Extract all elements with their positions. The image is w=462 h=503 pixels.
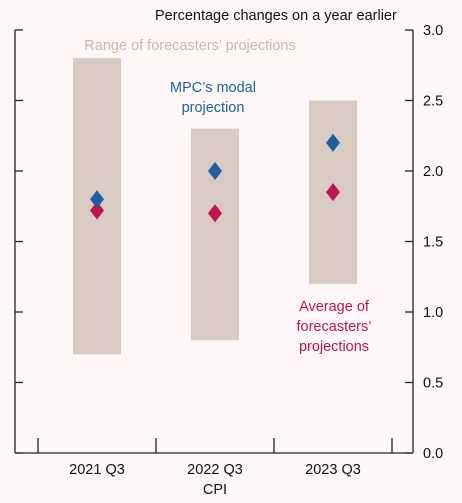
y-tick-label-5: 2.5 bbox=[423, 94, 443, 110]
modal-point-0 bbox=[90, 190, 104, 209]
y-tick-label-0: 0.0 bbox=[423, 446, 443, 462]
modal-point-1 bbox=[208, 162, 222, 180]
points bbox=[90, 133, 340, 223]
modal-legend-label-1: projection bbox=[182, 100, 245, 116]
labels: Range of forecasters’ projections MPC’s m… bbox=[84, 38, 371, 355]
y-tick-label-2: 1.0 bbox=[423, 305, 443, 321]
modal-point-2 bbox=[326, 133, 340, 152]
x-category-label-0: 2021 Q3 bbox=[69, 462, 125, 478]
y-tick-label-6: 3.0 bbox=[423, 23, 443, 39]
average-legend-label-1: forecasters’ bbox=[297, 319, 372, 335]
average-legend-label-0: Average of bbox=[299, 299, 370, 315]
axes: 0.0 0.5 1.0 1.5 2.0 2.5 3.0 2021 Q3 2022 Q3 2023 … bbox=[14, 8, 443, 498]
average-point-0 bbox=[90, 201, 104, 220]
range-bar-1 bbox=[191, 128, 239, 341]
range-bars bbox=[73, 58, 357, 355]
average-point-2 bbox=[326, 183, 340, 202]
average-point-1 bbox=[208, 204, 222, 223]
y-tick-label-1: 0.5 bbox=[423, 376, 443, 392]
range-legend-label: Range of forecasters’ projections bbox=[84, 38, 295, 54]
x-category-label-1: 2022 Q3 bbox=[187, 462, 243, 478]
modal-legend-label-0: MPC’s modal bbox=[170, 80, 256, 96]
x-axis-label: CPI bbox=[203, 482, 227, 498]
chart-title: Percentage changes on a year earlier bbox=[155, 8, 397, 24]
y-tick-label-4: 2.0 bbox=[423, 164, 443, 180]
y-tick-label-3: 1.5 bbox=[423, 235, 443, 251]
average-legend-label-2: projections bbox=[299, 339, 369, 355]
x-category-label-2: 2023 Q3 bbox=[305, 462, 361, 478]
